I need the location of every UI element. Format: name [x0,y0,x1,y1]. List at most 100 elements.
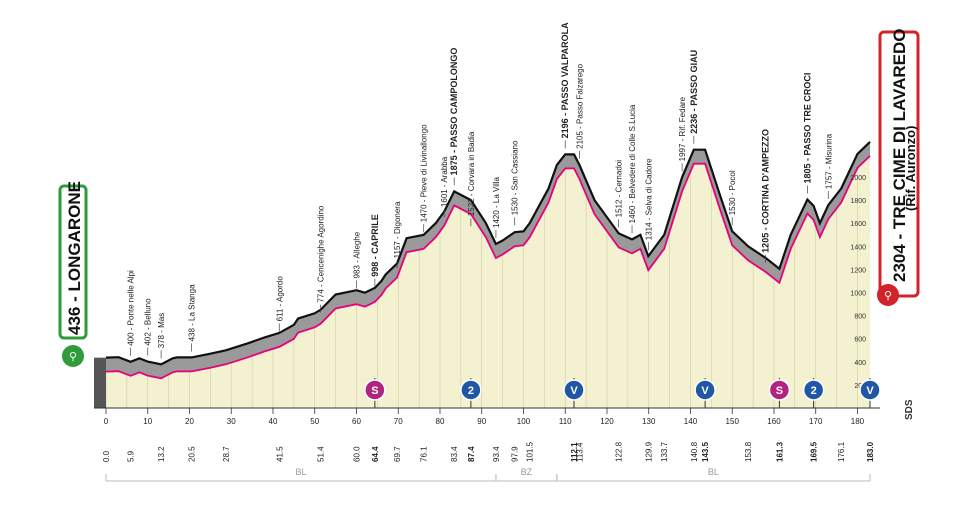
km-marker-label: 0.0 [102,450,111,462]
sprint-badge-label: S [371,385,378,397]
place-label: 400 - Ponte nelle Alpi [127,270,136,346]
sprint-badge-label: S [776,385,783,397]
km-marker-label: 169.5 [810,441,819,462]
sprint-badge-icon [768,379,791,401]
sprint-badge-icon [364,379,386,401]
km-tick-label: 140 [684,417,698,426]
kom-badge-icon [802,379,825,401]
km-marker-label: 5.9 [127,450,136,462]
start-wall [94,357,106,408]
km-tick-label: 0 [104,417,109,426]
km-tick-label: 160 [767,417,781,426]
km-tick-label: 100 [517,417,531,426]
place-labels: 400 - Ponte nelle Alpi 402 - Belluno 378 -… [127,22,833,359]
place-label: 1530 - San Cassiano [511,140,520,215]
place-label: 402 - Belluno [144,298,153,346]
km-marker-label: 41.5 [275,446,284,462]
km-tick-label: 80 [436,417,445,426]
km-marker-label: 161.3 [775,441,784,462]
place-label: 438 - La Stanga [188,284,197,341]
km-marker-label: 83.4 [450,446,459,462]
km-marker-label: 28.7 [222,446,231,462]
place-label: 2196 - PASSO VALPAROLA [560,22,570,139]
place-label: 2236 - PASSO GIAU [689,50,699,134]
km-marker-label: 20.5 [188,446,197,462]
place-label: 1314 - Selva di Cadore [644,158,653,240]
altitude-tick-label: 1600 [850,221,866,228]
place-label: 378 - Mas [157,313,166,349]
kom-badge-label: V [701,385,709,397]
km-marker-label: 143.5 [701,441,710,462]
km-marker-label: 101.5 [526,441,535,462]
km-tick-label: 30 [227,417,236,426]
altitude-tick-label: 800 [854,314,866,321]
km-marker-label: 87.4 [467,446,476,462]
start-bike-icon [62,345,84,367]
km-tick-label: 20 [185,417,194,426]
place-label: 1157 - Digonera [393,201,402,258]
kom-badge-icon [460,379,482,401]
km-marker-label: 133.7 [660,441,669,462]
km-tick-label: 60 [352,417,361,426]
finish-bike-icon [877,284,899,306]
profile-light-fill [106,155,870,408]
km-marker-label: 76.1 [420,446,429,462]
kom-badge-icon [563,379,585,401]
place-label: 1601 - Arabba [440,156,449,207]
place-label: 1460 - Belvedere di Colle S.Lucia [628,104,637,223]
finish-city: 2304 - TRE CIME DI LAVAREDO [890,29,909,282]
place-label: 983 - Alleghe [352,231,361,278]
classification-badges: S 2 V V S 2 V [364,378,881,408]
altitude-tick-label: 1000 [850,291,866,298]
km-tick-label: 180 [851,417,865,426]
start-frame [58,184,88,340]
place-label: 1757 - Misurina [824,133,833,189]
brand-logo: SDS [904,399,915,420]
finish-frame [878,30,920,298]
place-label: 1530 - Pocol [728,170,737,215]
km-axis: 0 10 20 30 40 50 60 70 80 90 100 110 120 130 140 150 160… [102,408,875,462]
altitude-tick-label: 400 [854,360,866,367]
altitude-tick-label: 1800 [850,198,866,205]
profile-top-line [105,141,871,366]
km-tick-label: 150 [726,417,740,426]
km-marker-label: 113.4 [575,442,584,462]
province-bands: BL BZ BL [105,467,871,482]
finish-subtitle: (Rif. Auronzo) [903,126,918,211]
km-marker-label: 64.4 [371,446,380,462]
profile-road-line [105,155,871,380]
place-label: 1997 - Rif. Fedare [678,96,687,161]
region-label: BL [295,467,306,477]
bike-glyph-icon: ⚲ [884,289,892,302]
km-tick-label: 130 [642,417,656,426]
place-label: 1522 - Corvara in Badia [467,131,476,216]
altitude-tick-label: 1400 [850,244,866,251]
km-marker-label: 153.8 [744,441,753,462]
kom-badge-label: V [570,385,578,397]
km-tick-label: 110 [559,417,572,426]
place-label: 1420 - La Villa [492,176,501,228]
km-marker-label: 60.0 [352,446,361,462]
place-label: 1805 - PASSO TRE CROCI [802,73,812,184]
place-label: 611 - Agordo [275,276,284,322]
altitude-tick-label: 600 [854,337,866,344]
kom-badge-icon [694,379,716,401]
finish-label: 2304 - TRE CIME DI LAVAREDO (Rif. Auronz… [877,29,920,306]
km-marker-label: 112.1 [570,442,579,462]
km-tick-label: 40 [269,417,278,426]
place-label: 1512 - Cernadoi [615,160,624,218]
region-label: BL [708,467,719,477]
kom-badge-label: 2 [468,385,474,397]
altitude-tick-label: 2000 [850,175,866,182]
km-marker-label: 69.7 [393,446,402,462]
place-label: 1205 - CORTINA D'AMPEZZO [761,129,771,253]
km-marker-label: 93.4 [492,446,501,462]
altitude-tick-label: 1200 [850,267,866,274]
km-tick-label: 50 [310,417,319,426]
place-label: 1875 - PASSO CAMPOLONGO [449,48,459,176]
bike-glyph-icon: ⚲ [69,350,77,363]
start-city: 436 - LONGARONE [65,181,84,335]
place-label: 774 - Cencenighe Agordino [317,205,326,303]
km-marker-label: 51.4 [317,446,326,462]
